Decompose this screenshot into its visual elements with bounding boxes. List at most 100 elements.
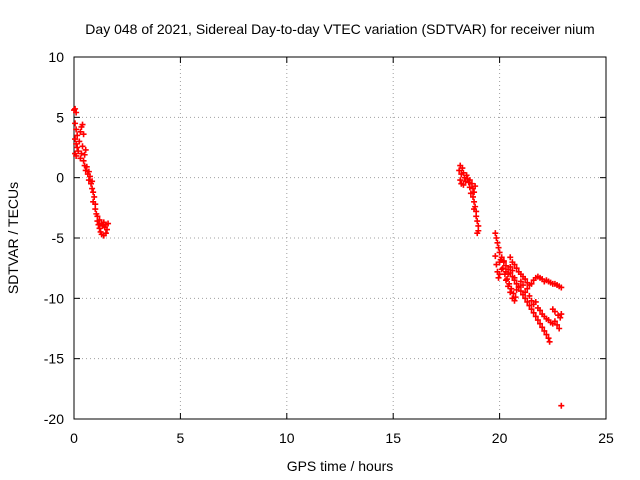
data-point [74, 144, 81, 151]
data-point [513, 265, 520, 272]
data-point [505, 283, 512, 290]
data-point [92, 206, 99, 213]
data-point [457, 177, 464, 184]
data-point [510, 290, 517, 297]
x-tick-label: 5 [177, 430, 185, 446]
data-point [554, 321, 561, 328]
data-point [507, 289, 514, 296]
data-point [105, 220, 112, 227]
data-point [80, 157, 87, 164]
data-point [498, 266, 505, 273]
data-point [72, 120, 79, 127]
data-point [466, 184, 473, 191]
data-point [474, 218, 481, 225]
data-point [472, 183, 479, 190]
data-point [466, 177, 473, 184]
data-point [549, 306, 556, 313]
data-point [515, 283, 522, 290]
y-tick-label: -20 [44, 411, 64, 427]
data-point [73, 140, 80, 147]
data-point [492, 253, 499, 260]
y-tick-label: 5 [56, 109, 64, 125]
data-point [555, 312, 562, 319]
data-point [505, 271, 512, 278]
data-point [76, 138, 83, 145]
data-point [558, 402, 565, 409]
data-point [83, 163, 90, 170]
data-point [96, 216, 103, 223]
data-point [79, 121, 86, 128]
data-point [72, 105, 79, 112]
data-point [72, 136, 79, 143]
data-point [537, 307, 544, 314]
data-point [89, 185, 96, 192]
data-point [546, 338, 553, 345]
data-point [556, 325, 563, 332]
data-point [495, 244, 502, 251]
data-point [463, 172, 470, 179]
data-point [524, 285, 531, 292]
y-axis-label: SDTVAR / TECUs [5, 182, 21, 294]
data-point [496, 249, 503, 256]
data-point [73, 109, 80, 116]
data-point [517, 288, 524, 295]
data-point [500, 257, 507, 264]
x-tick-label: 10 [279, 430, 295, 446]
grid-lines [74, 57, 606, 419]
data-point [528, 297, 535, 304]
data-point [524, 298, 531, 305]
data-point [470, 193, 476, 200]
data-point [82, 146, 89, 153]
data-point [522, 295, 529, 302]
data-point [73, 126, 80, 133]
data-point [91, 193, 98, 200]
x-tick-label: 15 [385, 430, 401, 446]
data-point [80, 131, 87, 138]
data-point [90, 189, 97, 196]
data-point [467, 190, 474, 197]
data-point [103, 226, 110, 233]
data-point [474, 230, 481, 237]
data-point [526, 302, 533, 309]
data-point [517, 278, 524, 285]
plot-frame [73, 56, 607, 420]
data-point [507, 254, 514, 261]
data-point [497, 256, 504, 263]
data-point [558, 284, 565, 291]
data-point [507, 263, 514, 270]
data-point [459, 165, 466, 172]
x-tick-label: 25 [598, 430, 614, 446]
y-tick-label: -10 [44, 290, 64, 306]
data-point [78, 150, 85, 157]
data-point [77, 128, 84, 135]
data-point [534, 317, 541, 324]
data-point [526, 292, 533, 299]
data-point [492, 230, 499, 237]
y-tick-label: -15 [44, 351, 64, 367]
data-point [522, 289, 529, 296]
data-point [471, 198, 478, 205]
chart-title: Day 048 of 2021, Sidereal Day-to-day VTE… [85, 21, 594, 37]
data-point [537, 320, 544, 327]
data-point [532, 313, 539, 320]
data-point [79, 143, 86, 150]
data-point [85, 177, 92, 184]
data-point [493, 261, 500, 268]
y-tick-label: -5 [52, 230, 65, 246]
data-point [511, 274, 518, 281]
data-point [460, 169, 467, 176]
data-point [471, 189, 478, 196]
data-point [493, 235, 500, 241]
data-point [511, 261, 518, 268]
data-point [551, 318, 558, 325]
data-point [86, 173, 93, 180]
data-point [545, 335, 552, 342]
data-point [543, 331, 550, 338]
data-point [530, 309, 537, 316]
data-point [100, 232, 107, 239]
data-point [541, 327, 548, 334]
data-point [473, 213, 480, 220]
data-point [512, 294, 519, 301]
data-point [508, 285, 515, 292]
data-point [502, 277, 509, 284]
